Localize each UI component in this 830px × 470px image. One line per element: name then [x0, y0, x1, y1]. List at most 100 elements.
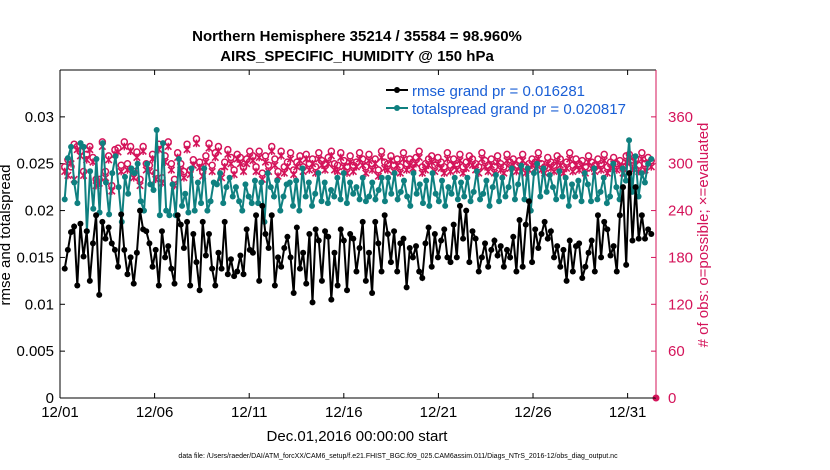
obs-evaluated-point	[261, 158, 270, 166]
rmse-point	[413, 243, 420, 250]
spread-point	[109, 170, 116, 177]
spread-point	[375, 186, 382, 193]
rmse-point	[635, 235, 642, 242]
obs-evaluated-point	[192, 139, 201, 148]
rmse-point	[111, 246, 118, 253]
obs-evaluated-point	[249, 156, 257, 165]
rmse-point	[240, 271, 247, 278]
rmse-point	[71, 223, 78, 230]
spread-point	[245, 193, 252, 200]
rmse-point	[500, 263, 507, 270]
obs-evaluated-point	[220, 163, 229, 171]
spread-point	[87, 168, 94, 175]
legend-box	[383, 76, 655, 116]
spread-point	[638, 170, 645, 177]
obs-evaluated-point	[503, 156, 511, 165]
spread-point	[496, 198, 503, 205]
spread-point	[280, 193, 287, 200]
spread-point	[543, 188, 550, 195]
rmse-point	[626, 170, 633, 177]
plot-background	[60, 70, 656, 398]
rmse-point	[293, 224, 300, 231]
rmse-point	[629, 237, 636, 244]
rmse-point	[268, 212, 275, 219]
spread-point	[343, 200, 350, 207]
rmse-point	[171, 280, 178, 287]
spread-point	[540, 165, 547, 172]
obs-evaluated-point	[446, 167, 455, 176]
spread-point	[144, 160, 151, 167]
rmse-point	[569, 268, 576, 275]
spread-point	[182, 190, 189, 197]
rmse-point	[391, 228, 398, 235]
spread-point	[569, 181, 576, 188]
rmse-point	[331, 249, 338, 256]
spread-point	[581, 170, 588, 177]
spread-point	[163, 207, 170, 214]
rmse-point	[168, 265, 175, 272]
obs-evaluated-point	[453, 166, 461, 174]
rmse-point	[585, 249, 592, 256]
rmse-point	[397, 240, 404, 247]
rmse-point	[507, 254, 514, 261]
spread-point	[473, 168, 480, 175]
rmse-point	[180, 245, 187, 252]
rmse-point	[384, 231, 391, 237]
obs-evaluated-point	[440, 169, 449, 177]
spread-point	[423, 177, 430, 184]
spread-point	[68, 143, 75, 150]
obs-evaluated-point	[236, 159, 245, 168]
rmse-point	[190, 231, 197, 237]
rmse-point	[582, 263, 589, 270]
rmse-point	[406, 245, 413, 252]
rmse-point	[74, 282, 81, 289]
spread-point	[366, 193, 373, 200]
spread-point	[591, 165, 598, 172]
rmse-point	[598, 254, 605, 261]
spread-point	[410, 170, 417, 177]
y-axis-left-label: rmse and totalspread	[0, 165, 14, 306]
spread-point	[391, 170, 398, 177]
spread-point	[248, 200, 255, 207]
spread-point	[429, 170, 436, 177]
rmse-point	[394, 268, 401, 275]
spread-point	[340, 170, 347, 177]
spread-point	[64, 155, 71, 162]
spread-point	[381, 198, 388, 205]
rmse-point	[115, 263, 122, 270]
spread-point	[179, 202, 186, 209]
legend-spread-marker	[394, 105, 400, 111]
spread-point	[302, 193, 309, 200]
obs-evaluated-point	[255, 153, 263, 162]
obs-evaluated-point	[180, 173, 188, 182]
spread-point	[369, 179, 376, 186]
spread-point	[565, 202, 572, 209]
rmse-point	[447, 259, 454, 266]
obs-evaluated-point	[556, 161, 565, 170]
spread-point	[160, 140, 167, 147]
rmse-point	[309, 299, 316, 306]
spread-point	[324, 200, 331, 207]
rmse-point	[234, 268, 241, 275]
obs-evaluated-point	[239, 167, 248, 176]
y-right-tick-label: 360	[668, 109, 693, 126]
spread-point	[185, 209, 192, 216]
obs-evaluated-point	[104, 156, 113, 164]
rmse-point	[381, 212, 388, 219]
spread-point	[217, 170, 224, 177]
spread-point	[505, 184, 512, 191]
rmse-point	[519, 263, 526, 270]
rmse-point	[378, 268, 385, 275]
rmse-point	[456, 202, 463, 209]
rmse-point	[124, 271, 131, 278]
rmse-point	[453, 254, 460, 261]
obs-evaluated-point	[183, 145, 191, 154]
rmse-point	[149, 263, 156, 270]
rmse-point	[187, 282, 194, 289]
spread-point	[309, 202, 316, 209]
obs-evaluated-point	[211, 153, 220, 162]
obs-evaluated-point	[355, 155, 364, 163]
obs-evaluated-point	[277, 152, 285, 160]
obs-evaluated-point	[242, 159, 251, 168]
